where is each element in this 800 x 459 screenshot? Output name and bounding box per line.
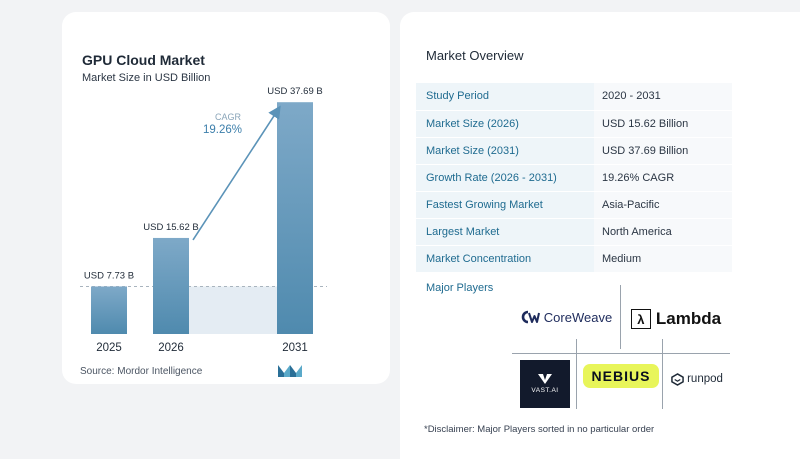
row-value: 19.26% CAGR [594,164,732,192]
overview-card: Market Overview Study Period 2020 - 2031… [400,12,800,459]
row-label: Growth Rate (2026 - 2031) [416,164,594,192]
vast-icon [538,374,552,384]
row-label: Market Size (2031) [416,137,594,165]
row-label: Study Period [416,83,594,111]
row-label: Fastest Growing Market [416,191,594,219]
cagr-arrow [192,105,281,241]
overview-table: Study Period 2020 - 2031 Market Size (20… [416,83,732,273]
runpod-logo: runpod [666,370,728,388]
mordor-logo-icon [278,365,302,377]
row-label: Largest Market [416,218,594,246]
bar-2031 [277,102,313,334]
chart-canvas: USD 7.73 B 2025 USD 15.62 B 2026 USD 37.69 B… [80,86,327,354]
table-row: Market Size (2031) USD 37.69 Billion [416,137,732,165]
chart-title: GPU Cloud Market [82,52,205,68]
row-value: USD 15.62 Billion [594,110,732,138]
row-label: Market Size (2026) [416,110,594,138]
table-row: Market Size (2026) USD 15.62 Billion [416,110,732,138]
grid-divider [620,285,621,349]
bar-2026 [153,237,189,334]
runpod-text: runpod [687,373,723,385]
row-value: 2020 - 2031 [594,83,732,111]
grid-divider [576,339,577,409]
grid-divider [512,353,730,354]
coreweave-logo: CoreWeave [516,306,614,328]
cagr-label: CAGR [215,112,242,122]
chart-card: USD 7.73 B 2025 USD 15.62 B 2026 USD 37.69 B… [62,12,390,384]
grid-divider [662,339,663,409]
table-row: Study Period 2020 - 2031 [416,83,732,111]
reference-fill [189,286,277,334]
x-tick-2025: 2025 [96,342,122,354]
runpod-icon [671,372,684,386]
nebius-text: NEBIUS [591,368,651,384]
cagr-value: 19.26% [203,124,242,136]
vast-ai-logo: VAST.AI [520,360,570,408]
data-label-2026: USD 15.62 B [143,222,198,233]
coreweave-text: CoreWeave [543,309,613,325]
nebius-logo: NEBIUS [583,364,659,388]
row-value: North America [594,218,732,246]
source-text: Source: Mordor Intelligence [80,366,203,377]
major-players-title: Major Players [426,282,494,294]
table-row: Largest Market North America [416,218,732,246]
table-row: Fastest Growing Market Asia-Pacific [416,191,732,219]
chart-subtitle: Market Size in USD Billion [82,72,211,84]
x-tick-2031: 2031 [282,342,308,354]
overview-title: Market Overview [426,48,524,63]
lambda-logo: λ Lambda [628,307,724,331]
row-value: USD 37.69 Billion [594,137,732,165]
row-value: Asia-Pacific [594,191,732,219]
coreweave-icon [521,310,540,324]
data-label-2025: USD 7.73 B [84,270,134,281]
data-label-2031: USD 37.69 B [267,86,322,97]
disclaimer-text: *Disclaimer: Major Players sorted in no … [424,424,655,435]
row-label: Market Concentration [416,245,594,273]
table-row: Market Concentration Medium [416,245,732,273]
lambda-icon: λ [630,309,651,329]
lambda-text: Lambda [655,309,722,328]
x-tick-2026: 2026 [158,342,184,354]
bar-2025 [91,286,127,334]
vast-text: VAST.AI [531,387,559,394]
table-row: Growth Rate (2026 - 2031) 19.26% CAGR [416,164,732,192]
row-value: Medium [594,245,732,273]
